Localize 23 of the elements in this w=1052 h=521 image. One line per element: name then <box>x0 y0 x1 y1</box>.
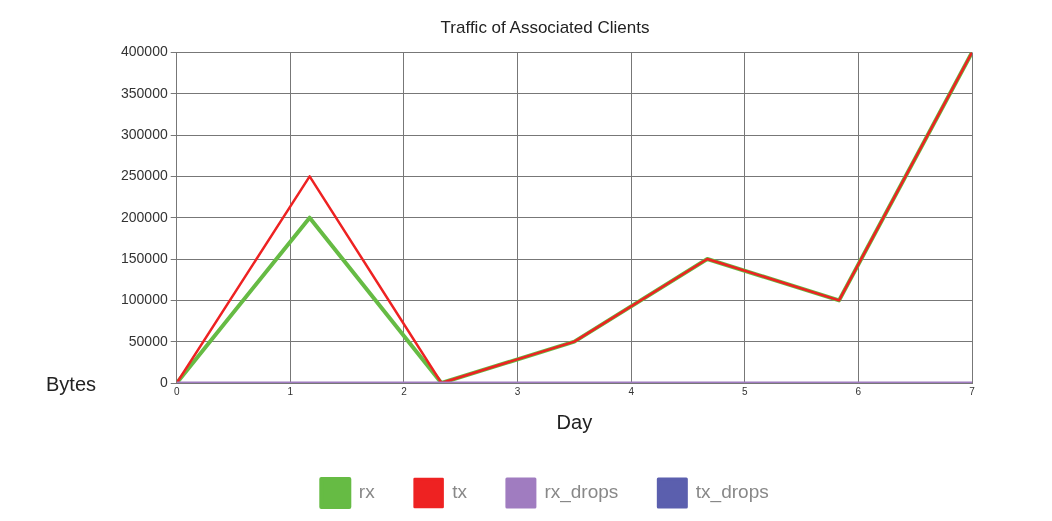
legend-label: rx <box>358 481 376 503</box>
y-tick-label: 100000 <box>121 291 168 308</box>
legend-label: rx_drops <box>544 481 619 504</box>
y-tick-label: 300000 <box>121 125 168 142</box>
x-tick-label: 7 <box>969 385 976 397</box>
x-tick-label: 0 <box>173 385 180 397</box>
x-tick-label: 3 <box>514 385 521 397</box>
y-tick-label: 250000 <box>121 167 168 184</box>
legend-label: tx <box>452 481 468 503</box>
x-tick-label: 1 <box>287 385 294 397</box>
x-tick-label: 4 <box>628 385 635 397</box>
chart-title: Traffic of Associated Clients <box>440 17 650 37</box>
y-tick-label: 400000 <box>121 43 168 60</box>
y-axis-title: Bytes <box>46 372 97 395</box>
x-tick-label: 5 <box>741 385 748 397</box>
legend-label: tx_drops <box>695 481 769 504</box>
y-tick-label: 350000 <box>121 84 168 101</box>
x-axis-title: Day <box>556 410 593 433</box>
x-tick-label: 2 <box>401 385 408 397</box>
y-tick-label: 50000 <box>128 332 168 349</box>
y-tick-label: 150000 <box>121 249 168 266</box>
x-tick-label: 6 <box>855 385 862 397</box>
y-tick-label: 200000 <box>121 208 168 225</box>
